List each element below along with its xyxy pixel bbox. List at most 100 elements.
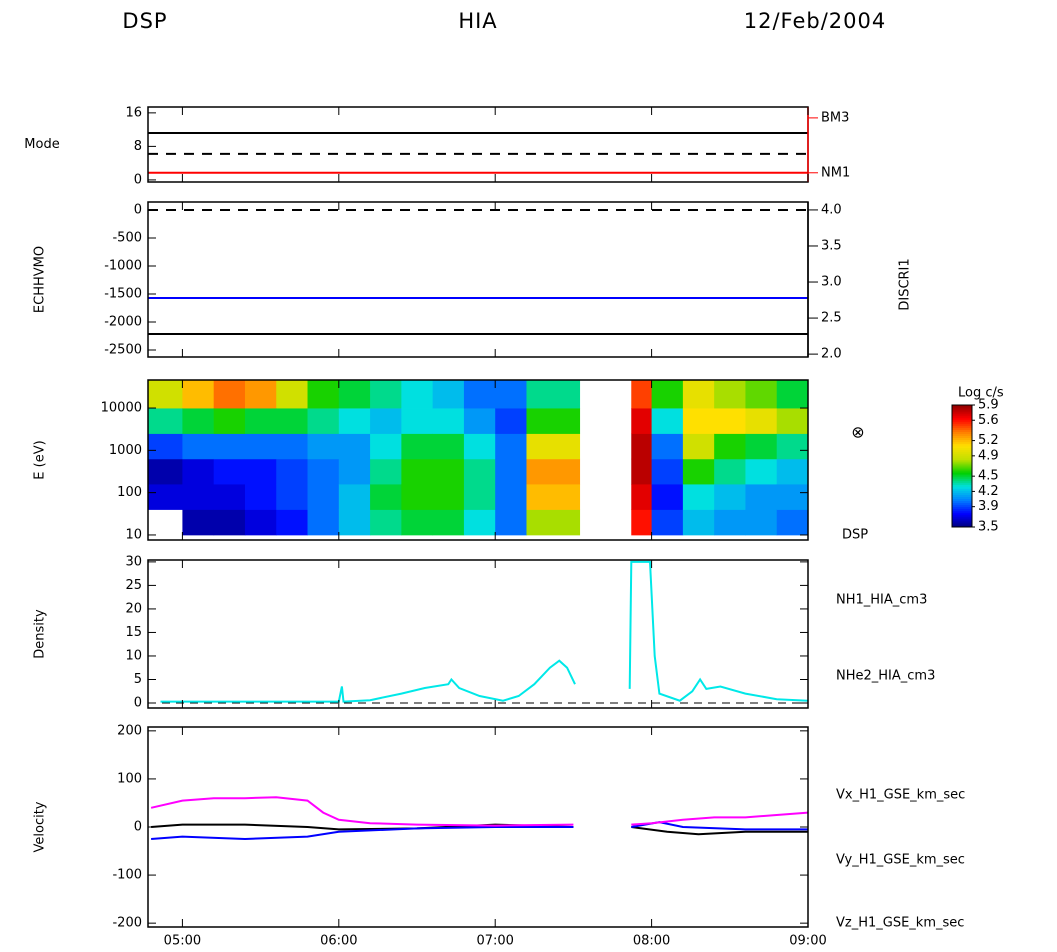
heatmap-cell bbox=[682, 408, 715, 434]
heatmap-cell bbox=[401, 408, 434, 434]
heatmap-cell bbox=[714, 380, 746, 409]
heatmap-cell bbox=[370, 408, 402, 434]
heatmap-cell bbox=[714, 509, 746, 536]
colorbar-step bbox=[952, 447, 972, 451]
header-right: 12/Feb/2004 bbox=[744, 9, 887, 33]
colorbar-step bbox=[952, 466, 972, 469]
heatmap-cell bbox=[651, 433, 684, 460]
heatmap-cell bbox=[370, 484, 402, 510]
colorbar-step bbox=[952, 502, 972, 506]
heatmap-cell bbox=[776, 380, 809, 409]
colorbar-step bbox=[952, 506, 972, 510]
y2-tick-label: 2.5 bbox=[821, 311, 842, 326]
annotation: DSP bbox=[842, 528, 868, 543]
heatmap-cell bbox=[182, 408, 215, 434]
colorbar-step bbox=[952, 449, 972, 453]
y-axis-label: Density bbox=[33, 609, 48, 659]
heatmap-cell bbox=[401, 509, 434, 536]
heatmap-cell bbox=[148, 408, 183, 434]
y-tick-label: 25 bbox=[125, 578, 142, 593]
heatmap-cell bbox=[370, 509, 402, 536]
colorbar-step bbox=[952, 518, 972, 522]
y-tick-label: 1000 bbox=[109, 443, 142, 458]
heatmap-cell bbox=[401, 458, 434, 485]
heatmap-cell bbox=[276, 380, 308, 409]
heatmap-cell bbox=[776, 433, 809, 460]
colorbar-step bbox=[952, 451, 972, 455]
legend-label: Vy_H1_GSE_km_sec bbox=[836, 853, 965, 868]
heatmap-cell bbox=[244, 458, 277, 485]
heatmap-cell bbox=[651, 509, 684, 536]
colorbar-step bbox=[952, 474, 972, 477]
colorbar-step bbox=[952, 522, 972, 526]
colorbar-step bbox=[952, 472, 972, 475]
colorbar-step bbox=[952, 512, 972, 516]
heatmap-cell bbox=[307, 458, 340, 485]
colorbar-step bbox=[952, 427, 972, 430]
heatmap-cell bbox=[682, 458, 715, 485]
colorbar-step bbox=[952, 443, 972, 447]
colorbar-step bbox=[952, 435, 972, 439]
heatmap-cell bbox=[526, 484, 581, 510]
heatmap-cell bbox=[213, 380, 246, 409]
heatmap-cell bbox=[651, 380, 684, 409]
heatmap-cell bbox=[495, 458, 527, 485]
heatmap-cell bbox=[370, 380, 402, 409]
heatmap-cell bbox=[432, 509, 465, 536]
colorbar-step bbox=[952, 480, 972, 483]
y-tick-label: 0 bbox=[134, 203, 142, 218]
heatmap-cell bbox=[213, 484, 246, 510]
colorbar-step bbox=[952, 407, 972, 410]
y-tick-label: 0 bbox=[134, 820, 142, 835]
colorbar-step bbox=[952, 437, 972, 441]
heatmap-cell bbox=[651, 458, 684, 485]
colorbar-step bbox=[952, 524, 972, 528]
y-tick-label: -500 bbox=[112, 231, 142, 246]
y-tick-label: 10 bbox=[125, 527, 142, 542]
y-tick-label: 20 bbox=[125, 601, 142, 616]
colorbar-step bbox=[952, 492, 972, 495]
header-center: HIA bbox=[458, 9, 497, 33]
series-line bbox=[160, 560, 809, 703]
x-tick-label: 06:00 bbox=[320, 934, 357, 949]
heatmap-cell bbox=[148, 458, 183, 485]
heatmap-cell bbox=[213, 408, 246, 434]
y2-tick-label: NM1 bbox=[821, 165, 850, 180]
colorbar-step bbox=[952, 488, 972, 491]
heatmap-cell bbox=[401, 380, 434, 409]
y-tick-label: 100 bbox=[117, 771, 142, 786]
colorbar-step bbox=[952, 468, 972, 471]
colorbar-step bbox=[952, 457, 972, 461]
colorbar-step bbox=[952, 459, 972, 463]
heatmap-cell bbox=[338, 509, 371, 536]
colorbar-tick-label: 4.5 bbox=[978, 469, 999, 484]
heatmap-cell bbox=[148, 433, 183, 460]
legend-label: Vx_H1_GSE_km_sec bbox=[836, 788, 965, 803]
heatmap-cell bbox=[745, 433, 778, 460]
colorbar-step bbox=[952, 419, 972, 422]
heatmap-cell bbox=[338, 458, 371, 485]
colorbar-step bbox=[952, 470, 972, 473]
heatmap-cell bbox=[244, 509, 277, 536]
colorbar-step bbox=[952, 413, 972, 416]
colorbar-step bbox=[952, 425, 972, 428]
y2-tick-label: 3.0 bbox=[821, 275, 842, 290]
colorbar-step bbox=[952, 461, 972, 465]
heatmap-cell bbox=[276, 458, 308, 485]
heatmap-cell bbox=[776, 509, 809, 536]
heatmap-cell bbox=[370, 458, 402, 485]
heatmap-cell bbox=[495, 509, 527, 536]
colorbar-step bbox=[952, 496, 972, 500]
heatmap-cell bbox=[651, 408, 684, 434]
y-tick-label: 0 bbox=[134, 696, 142, 711]
y2-tick-label: BM3 bbox=[821, 110, 849, 125]
heatmap-cell bbox=[182, 380, 215, 409]
heatmap-cell bbox=[682, 433, 715, 460]
y2-tick-label: 3.5 bbox=[821, 238, 842, 253]
heatmap-cell bbox=[463, 408, 496, 434]
heatmap-cell bbox=[307, 380, 340, 409]
colorbar-step bbox=[952, 421, 972, 424]
colorbar-step bbox=[952, 508, 972, 512]
heatmap-cell bbox=[526, 433, 581, 460]
heatmap-cell bbox=[307, 408, 340, 434]
